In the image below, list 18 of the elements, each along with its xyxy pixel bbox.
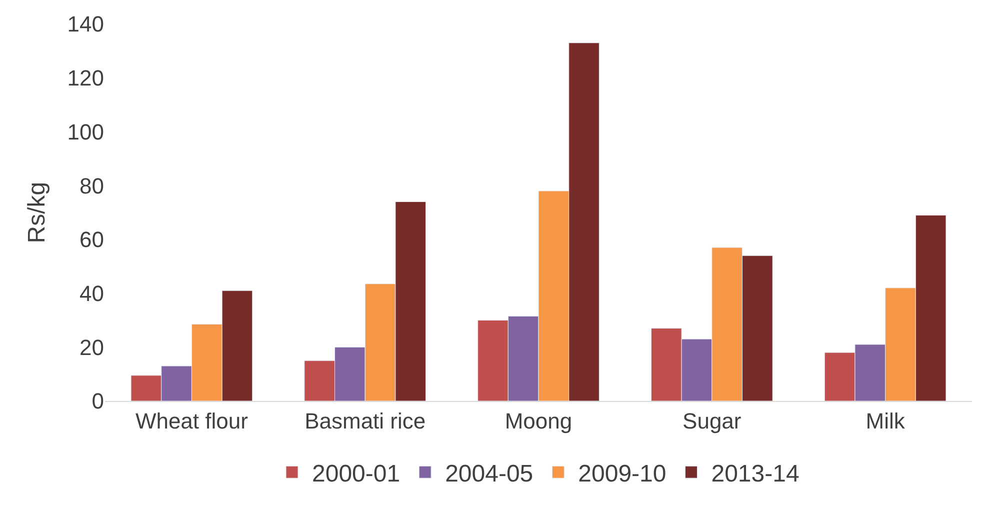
x-tick-label: Milk (866, 408, 906, 434)
y-tick-label: 100 (67, 119, 104, 144)
legend-label: 2009-10 (578, 460, 666, 488)
legend-label: 2004-05 (445, 460, 534, 488)
y-tick-label: 80 (80, 173, 104, 198)
x-tick-label: Wheat flour (135, 408, 248, 434)
y-tick-label: 60 (80, 227, 104, 252)
y-tick-label: 0 (92, 388, 104, 414)
x-tick-label: Basmati rice (304, 408, 426, 434)
y-tick-label: 140 (67, 12, 104, 37)
legend-label: 2000-01 (312, 460, 400, 488)
legend-label: 2013-14 (711, 460, 800, 488)
y-axis-title: Rs/kg (23, 182, 50, 244)
y-tick-label: 40 (80, 280, 104, 306)
y-tick-label: 20 (80, 334, 104, 360)
x-tick-label: Moong (504, 408, 572, 434)
x-tick-label: Sugar (682, 408, 742, 434)
y-tick-label: 120 (67, 66, 104, 91)
